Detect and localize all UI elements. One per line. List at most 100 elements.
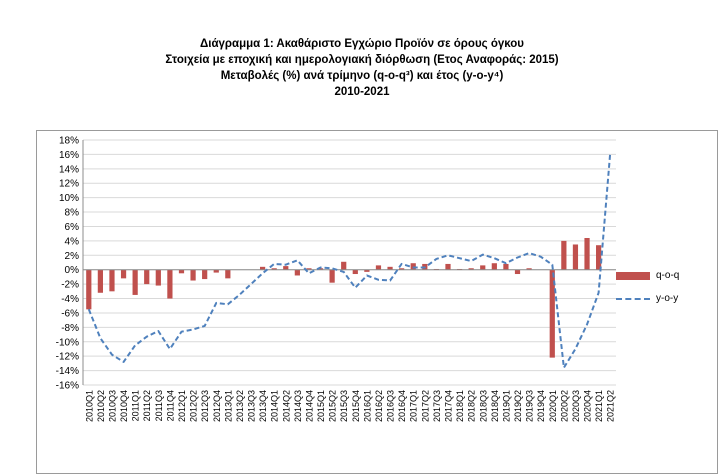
- y-tick-label: -8%: [61, 323, 79, 334]
- qoq-bar: [480, 265, 486, 270]
- x-tick-label: 2019Q4: [536, 390, 546, 422]
- x-tick-label: 2011Q2: [142, 390, 152, 421]
- y-tick-label: 18%: [59, 136, 79, 147]
- x-tick-label: 2016Q2: [374, 390, 384, 422]
- qoq-bar: [352, 269, 358, 275]
- x-tick-label: 2010Q3: [107, 390, 117, 422]
- legend-item-yoy: y-o-y: [616, 293, 678, 304]
- x-tick-label: 2020Q4: [583, 390, 593, 422]
- y-tick-label: 2%: [65, 251, 80, 262]
- chart-legend: q-o-q y-o-y: [616, 265, 716, 315]
- x-tick-label: 2012Q3: [200, 390, 210, 422]
- qoq-bar: [572, 244, 579, 270]
- x-tick-label: 2021Q2: [606, 390, 616, 422]
- qoq-bar: [306, 268, 312, 270]
- qoq-bar: [514, 269, 521, 275]
- qoq-bar: [132, 269, 138, 295]
- y-tick-label: 4%: [65, 236, 80, 247]
- x-tick-label: 2017Q1: [409, 390, 419, 422]
- qoq-bar: [445, 263, 451, 270]
- qoq-bar: [144, 269, 150, 285]
- y-tick-label: 14%: [59, 164, 79, 175]
- qoq-bar: [329, 269, 335, 283]
- x-tick-label: 2015Q3: [339, 390, 349, 422]
- x-tick-label: 2013Q3: [247, 390, 257, 422]
- qoq-bar: [155, 269, 161, 286]
- x-tick-label: 2013Q1: [223, 390, 233, 422]
- qoq-bar: [596, 245, 602, 270]
- x-tick-label: 2018Q3: [478, 390, 488, 422]
- y-tick-label: -4%: [61, 294, 79, 305]
- x-tick-label: 2018Q1: [455, 390, 465, 422]
- y-tick-label: 8%: [65, 208, 80, 219]
- x-tick-label: 2014Q3: [293, 390, 303, 422]
- x-tick-label: 2012Q1: [177, 390, 187, 422]
- x-tick-label: 2018Q2: [467, 390, 477, 422]
- x-tick-label: 2015Q1: [316, 390, 326, 422]
- qoq-bar: [167, 269, 173, 299]
- x-tick-label: 2017Q4: [443, 390, 453, 422]
- qoq-bar: [317, 268, 324, 270]
- x-tick-label: 2014Q2: [281, 390, 291, 422]
- qoq-bar: [213, 269, 219, 273]
- x-tick-label: 2019Q1: [501, 390, 511, 422]
- qoq-bar: [491, 263, 497, 270]
- x-tick-label: 2010Q1: [84, 390, 94, 422]
- qoq-bar: [283, 266, 289, 270]
- chart-frame: [36, 130, 718, 474]
- qoq-bar: [503, 263, 509, 270]
- qoq-bar: [109, 269, 115, 292]
- y-tick-label: -2%: [61, 280, 79, 291]
- x-tick-label: 2011Q1: [131, 390, 141, 421]
- qoq-bar: [271, 268, 277, 270]
- qoq-bar: [294, 269, 300, 276]
- x-tick-label: 2016Q3: [386, 390, 396, 422]
- x-tick-label: 2017Q2: [420, 390, 430, 422]
- qoq-bar: [399, 268, 405, 270]
- chart-title-line-3: Μεταβολές (%) ανά τρίμηνο (q-o-q³) και έ…: [220, 70, 504, 82]
- legend-swatch-qoq: [616, 271, 650, 280]
- chart-title-line-4: 2010-2021: [334, 86, 390, 98]
- x-tick-label: 2019Q3: [525, 390, 535, 422]
- x-tick-label: 2011Q4: [165, 390, 175, 421]
- legend-label-qoq: q-o-q: [656, 270, 680, 281]
- x-tick-label: 2015Q4: [351, 390, 361, 422]
- x-tick-label: 2014Q4: [304, 390, 314, 422]
- x-tick-label: 2014Q1: [270, 390, 280, 422]
- x-tick-label: 2011Q3: [154, 390, 164, 421]
- qoq-bar: [341, 261, 347, 270]
- chart-title-line-1: Διάγραμμα 1: Ακαθάριστο Εγχώριο Προϊόν σ…: [199, 38, 524, 50]
- qoq-bar: [120, 269, 127, 279]
- y-tick-label: 6%: [65, 222, 80, 233]
- x-tick-label: 2012Q2: [189, 390, 199, 422]
- x-tick-label: 2012Q4: [212, 390, 222, 422]
- legend-label-yoy: y-o-y: [656, 293, 679, 304]
- chart-title-line-2: Στοιχεία με εποχική και ημερολογιακή διό…: [165, 54, 559, 66]
- qoq-bar: [584, 238, 590, 270]
- x-tick-label: 2016Q4: [397, 390, 407, 422]
- y-tick-label: -14%: [56, 366, 79, 377]
- y-tick-label: 0%: [65, 265, 80, 276]
- qoq-bar: [97, 269, 103, 293]
- y-tick-label: -10%: [56, 337, 79, 348]
- qoq-bar: [86, 269, 92, 310]
- x-tick-label: 2013Q2: [235, 390, 245, 422]
- chart-title-block: Διάγραμμα 1: Ακαθάριστο Εγχώριο Προϊόν σ…: [0, 36, 724, 100]
- qoq-bar: [375, 265, 382, 270]
- qoq-bar: [364, 269, 370, 272]
- y-tick-label: 12%: [59, 179, 79, 190]
- legend-item-qoq: q-o-q: [616, 270, 679, 281]
- y-tick-label: 10%: [59, 193, 79, 204]
- y-tick-label: -6%: [61, 308, 79, 319]
- x-tick-label: 2021Q1: [594, 390, 604, 422]
- x-tick-label: 2017Q3: [432, 390, 442, 422]
- x-tick-label: 2020Q1: [548, 390, 558, 422]
- qoq-bar: [259, 266, 266, 270]
- x-tick-label: 2015Q2: [328, 390, 338, 422]
- x-tick-label: 2010Q4: [119, 390, 129, 422]
- y-tick-label: -12%: [56, 352, 79, 363]
- x-tick-label: 2020Q2: [559, 390, 569, 422]
- qoq-bar: [225, 269, 231, 279]
- qoq-bar: [468, 268, 474, 270]
